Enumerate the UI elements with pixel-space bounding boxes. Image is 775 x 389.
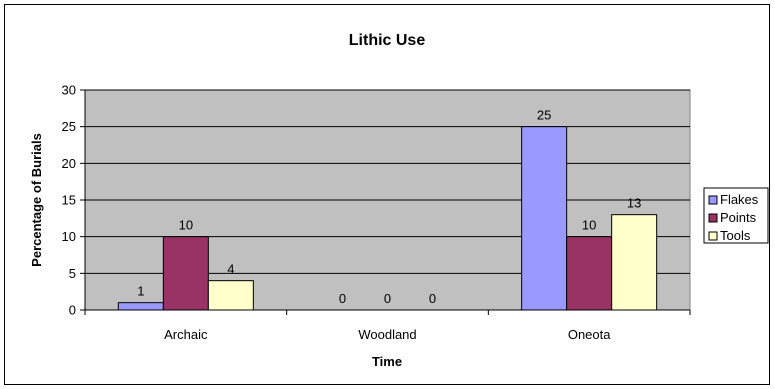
legend-label: Tools [720,228,751,243]
bar [566,236,613,311]
legend-swatch [708,213,718,223]
chart-title: Lithic Use [349,32,426,49]
legend-swatch [708,195,718,205]
data-label: 1 [137,284,144,299]
legend-label: Points [720,210,757,225]
data-label: 4 [227,262,234,277]
y-tick-label: 0 [69,303,76,318]
legend-swatch [708,231,718,241]
y-tick-label: 25 [62,119,76,134]
x-axis-label: Time [372,354,402,369]
bar [207,280,254,311]
y-axis: 0 5 10 15 20 25 30 [62,83,86,318]
x-tick-label: Woodland [358,327,416,342]
data-label: 10 [179,218,193,233]
y-tick-label: 15 [62,193,76,208]
x-tick-label: Oneota [568,327,611,342]
bar [611,214,658,311]
bar [117,302,164,311]
y-tick-label: 30 [62,83,76,98]
y-tick-label: 10 [62,229,76,244]
data-label: 10 [582,218,596,233]
y-tick-label: 20 [62,156,76,171]
data-labels: 1 10 4 0 0 0 25 10 13 [137,108,641,306]
y-axis-label: Percentage of Burials [29,133,44,267]
data-label: 0 [429,291,436,306]
data-label: 0 [339,291,346,306]
x-tick-label: Archaic [164,327,208,342]
legend: Flakes Points Tools [703,187,769,244]
y-tick-label: 5 [69,266,76,281]
bar [162,236,209,311]
data-label: 13 [627,196,641,211]
x-axis: Archaic Woodland Oneota [84,309,691,342]
legend-label: Flakes [720,192,759,207]
data-label: 25 [537,108,551,123]
bar [521,126,568,311]
data-label: 0 [384,291,391,306]
